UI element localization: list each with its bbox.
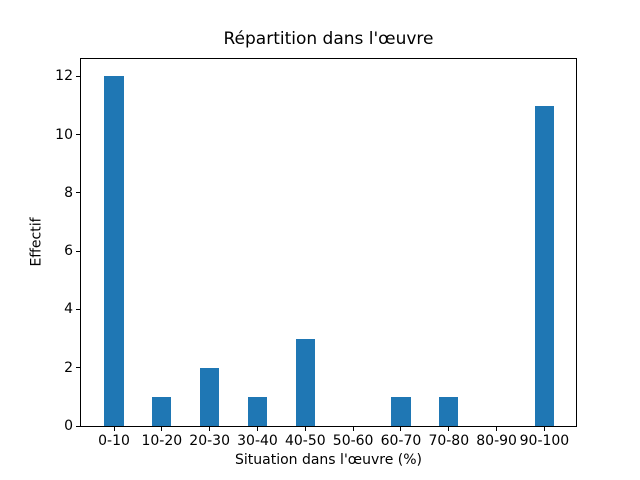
y-tick-label: 8 [64, 184, 73, 201]
x-tick-mark [209, 427, 211, 431]
plot-area [80, 58, 577, 427]
x-tick-label: 80-90 [476, 433, 517, 449]
bar-0-10 [104, 76, 124, 426]
x-tick-label: 90-100 [519, 433, 570, 449]
y-tick-mark [76, 308, 80, 310]
x-tick-label: 20-30 [189, 433, 230, 449]
y-tick-mark [76, 425, 80, 427]
x-tick-mark [352, 427, 354, 431]
x-tick-label: 50-60 [332, 433, 374, 449]
y-tick-mark [76, 75, 80, 77]
x-tick-label: 10-20 [141, 433, 183, 449]
x-tick-mark [161, 427, 163, 431]
x-tick-label: 40-50 [284, 433, 326, 449]
bar-40-50 [295, 338, 315, 426]
x-tick-mark [543, 427, 545, 431]
x-axis-label: Situation dans l'œuvre (%) [234, 452, 423, 468]
x-tick-mark [256, 427, 258, 431]
chart-title: Répartition dans l'œuvre [223, 29, 434, 49]
x-tick-label: 70-80 [428, 433, 470, 449]
bar-30-40 [247, 396, 268, 426]
bar-10-20 [152, 396, 172, 426]
bar-60-70 [391, 396, 411, 426]
y-tick-mark [76, 367, 80, 369]
y-tick-label: 6 [64, 243, 73, 260]
y-tick-label: 12 [55, 68, 73, 85]
bar-20-30 [200, 367, 220, 426]
y-tick-label: 2 [64, 359, 73, 376]
x-tick-mark [304, 427, 306, 431]
y-tick-label: 0 [64, 418, 73, 434]
x-tick-label: 30-40 [237, 433, 278, 449]
y-tick-mark [76, 250, 80, 252]
bar-90-100 [534, 105, 554, 426]
x-tick-label: 60-70 [380, 433, 422, 449]
x-tick-label: 0-10 [98, 433, 130, 449]
x-tick-mark [400, 427, 402, 431]
x-tick-mark [448, 427, 450, 431]
y-tick-label: 10 [55, 126, 73, 143]
bar-70-80 [439, 396, 459, 426]
x-tick-mark [496, 427, 498, 431]
x-tick-mark [113, 427, 115, 431]
y-tick-mark [76, 134, 80, 136]
y-tick-label: 4 [64, 301, 73, 318]
y-tick-mark [76, 192, 80, 194]
